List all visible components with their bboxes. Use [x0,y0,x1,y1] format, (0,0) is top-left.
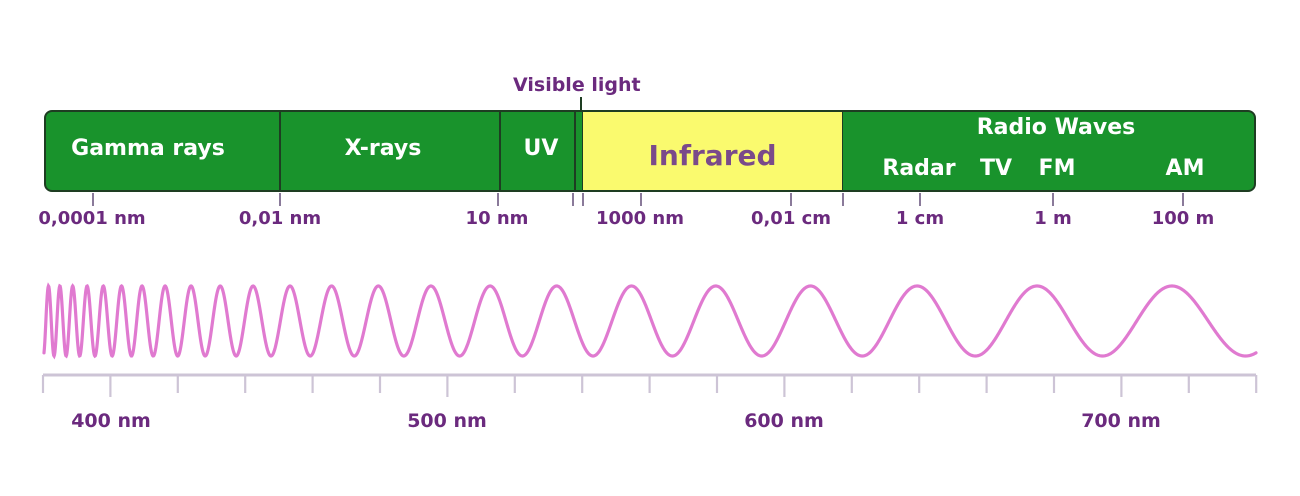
wave-line [42,282,1258,360]
tick-mark [1182,193,1184,206]
band-infrared: Infrared [648,139,777,172]
tick-label: 1000 nm [596,208,684,229]
tick-mark [790,193,792,206]
visible-scale-label: 700 nm [1081,410,1161,432]
band-x-rays: X-rays [344,136,422,161]
divider-uv-visible [574,112,576,190]
tick-mark [582,193,584,206]
tick-mark [640,193,642,206]
tick-mark [919,193,921,206]
wavelength-scale [41,373,1258,397]
visible-scale-label: 600 nm [744,410,824,432]
visible-scale-label: 500 nm [407,410,487,432]
band-radio-waves: Radio Waves [976,115,1136,140]
tick-label: 1 cm [895,208,945,229]
band-fm: FM [1038,156,1076,181]
tick-mark [1052,193,1054,206]
spectrum-band: Gamma rays X-rays UV Infrared Radio Wave… [44,110,1256,192]
tick-label: 0,01 cm [750,208,832,229]
tick-mark [497,193,499,206]
divider-gamma-xray [279,112,281,190]
tick-mark [92,193,94,206]
visible-scale-label: 400 nm [71,410,151,432]
visible-light-label: Visible light [513,74,641,96]
band-gamma-rays: Gamma rays [71,136,225,161]
tick-mark [572,193,574,206]
tick-label: 0,0001 nm [38,208,146,229]
band-radar: Radar [882,156,956,181]
tick-label: 10 nm [465,208,529,229]
visible-light-pointer [580,97,582,112]
tick-label: 1 m [1034,208,1072,229]
band-tv: TV [979,156,1013,181]
band-uv: UV [523,136,559,161]
divider-xray-uv [499,112,501,190]
tick-label: 100 m [1151,208,1215,229]
infrared-region: Infrared [582,112,843,190]
band-am: AM [1165,156,1205,181]
tick-mark [279,193,281,206]
tick-label: 0,01 nm [238,208,322,229]
tick-mark [842,193,844,206]
